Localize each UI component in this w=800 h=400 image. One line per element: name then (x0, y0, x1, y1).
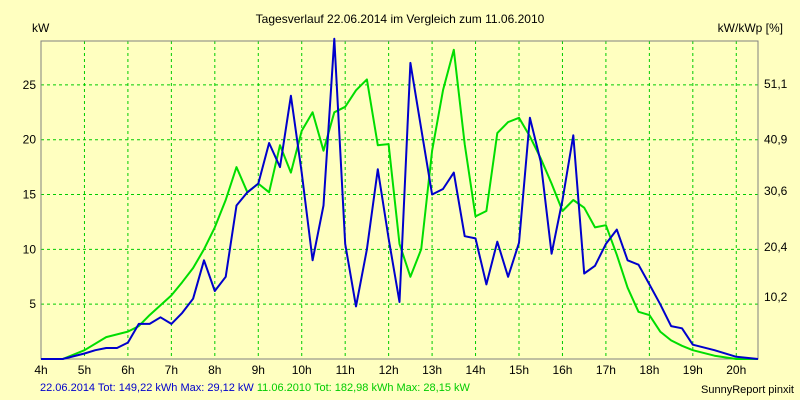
x-tick-label: 19h (683, 363, 703, 377)
y2-tick-label: 51,1 (764, 77, 788, 91)
x-tick-label: 11h (336, 363, 355, 377)
x-tick-label: 17h (596, 363, 616, 377)
x-tick-label: 6h (121, 363, 134, 377)
footer-series-2-summary: 11.06.2010 Tot: 182,98 kWh Max: 28,15 kW (256, 382, 470, 394)
y2-tick-label: 10,2 (764, 290, 788, 304)
plot-frame (40, 40, 759, 360)
y-tick-label: 15 (23, 188, 37, 202)
y-tick-label: 25 (23, 78, 37, 92)
y2-tick-label: 20,4 (764, 240, 788, 254)
x-tick-label: 4h (34, 363, 47, 377)
y-tick-label: 5 (29, 297, 36, 311)
x-tick-label: 12h (379, 363, 399, 377)
series-line-11-06-2010 (41, 48, 758, 360)
x-tick-label: 8h (208, 363, 221, 377)
y-axis-label: kW (32, 21, 50, 35)
x-tick-label: 10h (292, 363, 312, 377)
x-tick-label: 18h (639, 363, 659, 377)
y2-tick-label: 30,6 (764, 184, 788, 198)
x-tick-label: 9h (252, 363, 265, 377)
x-tick-label: 13h (422, 363, 442, 377)
y2-axis-label: kW/kWp [%] (718, 21, 783, 35)
grid-lines (41, 41, 758, 359)
y2-tick-label: 40,9 (764, 133, 788, 147)
series-lines (41, 37, 759, 360)
footer-series-1-summary: 22.06.2014 Tot: 149,22 kWh Max: 29,12 kW (40, 382, 254, 394)
chart-footer: 22.06.2014 Tot: 149,22 kWh Max: 29,12 kW… (40, 382, 470, 394)
x-tick-label: 5h (78, 363, 91, 377)
x-tick-label: 20h (726, 363, 746, 377)
x-tick-label: 15h (509, 363, 529, 377)
x-tick-label: 16h (552, 363, 572, 377)
series-line-22-06-2014 (41, 37, 759, 360)
x-tick-label: 7h (165, 363, 178, 377)
x-tick-label: 14h (466, 363, 486, 377)
footer-credit: SunnyReport pinxit (701, 384, 794, 396)
y-tick-label: 10 (23, 242, 37, 256)
y-tick-label: 20 (23, 133, 37, 147)
axis-ticks: 4h 5h 6h 7h 8h 9h 10h 11h 12h 13h 14h 15h 16h 17h 18h 1… (23, 77, 788, 377)
chart-title: Tagesverlauf 22.06.2014 im Vergleich zum… (256, 12, 545, 26)
